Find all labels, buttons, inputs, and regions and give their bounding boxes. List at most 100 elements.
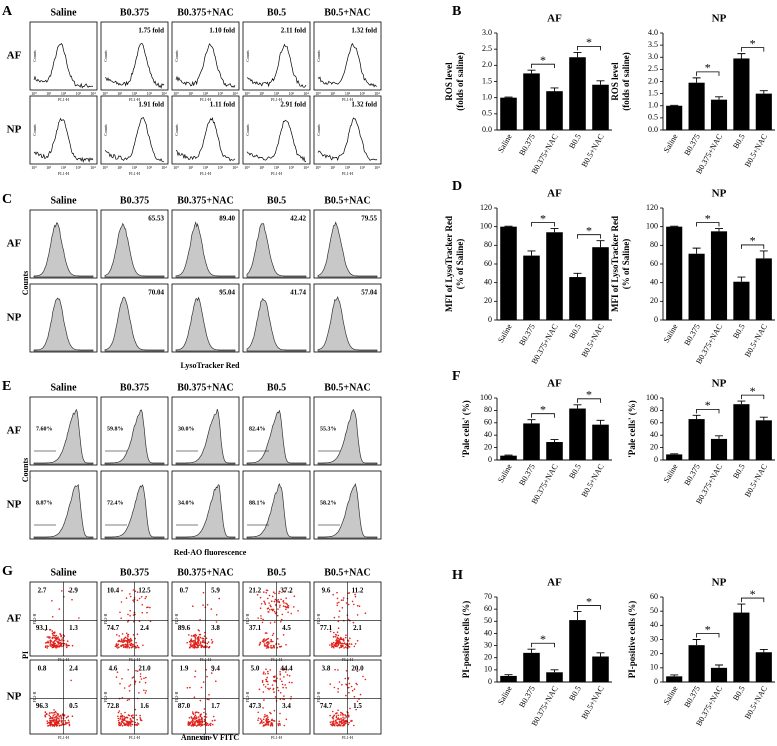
column-header: B0.375+NAC [177,382,234,393]
event-dot [338,718,341,721]
event-dot [356,670,359,673]
event-dot [68,721,70,723]
cell-axis-label: FL1-H [271,657,282,662]
event-dot [276,638,279,640]
event-dot [348,721,350,724]
event-dot [199,636,202,639]
event-dot [199,644,201,646]
event-dot [347,723,350,726]
event-dot [271,595,274,598]
cell-tick-label: 10² [61,165,67,170]
event-dot [201,722,203,724]
gate-value: 58.2% [320,500,337,506]
error-bar [573,51,582,58]
event-dot [268,642,270,645]
quadrant-value: 11.2 [352,587,364,595]
event-dot [64,719,66,722]
event-dot [261,621,264,624]
event-dot [203,635,206,637]
event-dot [270,608,273,611]
quadrant-value: 2.7 [38,587,47,595]
panel-letter: B [452,4,461,19]
event-dot [356,614,359,616]
column-header: Saline [50,195,77,206]
event-dot [290,612,293,615]
event-dot [285,644,287,646]
gate-value: 34.0% [178,500,195,506]
event-dot [337,691,339,693]
event-dot [193,720,195,722]
event-dot [122,639,124,641]
event-dot [269,687,271,690]
quadrant-value: 93.1 [36,624,49,632]
cell-value: 41.74 [290,289,306,297]
x-tick-label: B0.5+NAC [743,132,769,168]
event-dot [59,724,61,727]
cell-axis-label: Counts [316,50,321,62]
event-dot [116,671,119,673]
y-axis-label: 'Pale cells' (%) [627,400,637,457]
histogram [175,221,236,278]
event-dot [349,707,351,710]
error-bar [550,228,559,233]
event-dot [71,715,74,717]
cell-tick-label: 10³ [289,165,295,170]
error-bar [759,250,768,259]
y-tick-label: 20 [650,442,658,451]
event-dot [297,610,299,612]
event-dot [61,722,63,724]
event-dot [145,690,147,692]
event-dot [129,640,131,643]
cell-tick-label: 10¹ [46,165,52,170]
event-dot [263,600,265,603]
histogram [317,42,378,88]
error-bar [737,276,746,282]
event-dot [197,636,200,638]
cell-tick-label: 10² [345,91,351,96]
event-dot [197,629,200,631]
event-dot [358,605,361,607]
event-dot [139,714,141,717]
event-dot [132,645,134,647]
cell-value: 70.04 [148,289,164,297]
event-dot [67,715,69,718]
quadrant-value: 72.8 [107,702,120,710]
error-bar [527,419,536,424]
event-dot [48,724,50,727]
y-tick-label: 0 [654,455,658,464]
event-dot [202,604,204,606]
event-dot [134,708,137,711]
y-tick-label: 10 [484,665,492,674]
cell-axis-label: FL1-H [129,657,140,662]
event-dot [274,592,276,595]
event-dot [364,612,367,614]
event-dot [215,614,218,616]
event-dot [207,724,210,726]
event-dot [331,710,334,713]
y-tick-label: 2.5 [482,44,492,53]
event-dot [334,668,336,671]
bar [500,97,517,130]
event-dot [197,645,199,647]
event-dot [345,634,347,636]
event-dot [132,716,134,719]
event-dot [342,716,344,719]
event-dot [51,600,53,602]
event-dot [329,630,332,633]
row-label: NP [7,499,22,511]
y-tick-label: 1.0 [648,101,658,110]
event-dot [210,722,212,725]
event-dot [142,644,144,647]
event-dot [284,668,286,670]
event-dot [215,680,217,682]
event-dot [337,687,340,690]
event-dot [332,718,335,720]
quadrant-value: 1.9 [180,665,189,673]
cell-tick-label: 10⁴ [374,165,380,170]
event-dot [55,634,58,637]
event-dot [350,685,353,688]
event-dot [60,634,62,637]
event-dot [257,719,259,721]
event-dot [352,591,355,593]
event-dot [273,645,276,647]
